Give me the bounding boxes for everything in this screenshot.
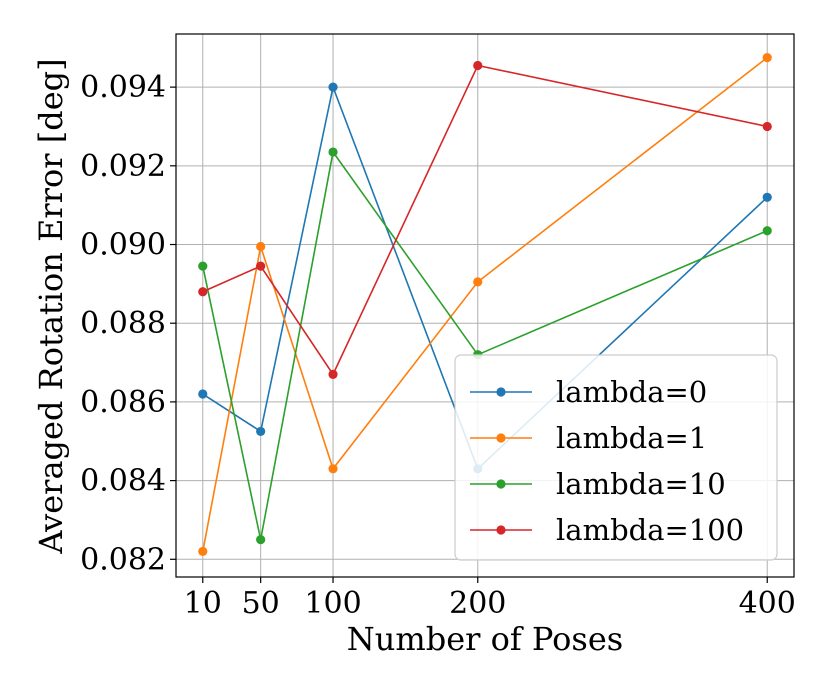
y-axis-ticks: 0.082 0.084 0.086 0.088 0.090 0.092 0.094 (80, 70, 176, 577)
y-axis-label: Averaged Rotation Error [deg] (32, 58, 70, 554)
legend-entry: lambda=10 (470, 467, 726, 501)
legend-entry: lambda=100 (470, 513, 744, 547)
data-point (328, 464, 338, 474)
x-tick-label: 50 (242, 586, 280, 621)
x-tick-label: 400 (739, 586, 796, 621)
y-tick-label: 0.084 (80, 464, 166, 499)
data-point (762, 226, 772, 236)
legend-label: lambda=0 (556, 375, 707, 409)
legend-entry: lambda=1 (470, 421, 707, 455)
data-point (762, 121, 772, 132)
data-point (256, 261, 266, 271)
legend-marker (496, 525, 506, 535)
data-point (256, 426, 266, 437)
series-lambda-1 (198, 53, 772, 557)
data-point (328, 82, 338, 92)
legend-marker (496, 387, 506, 397)
legend-entry: lambda=0 (470, 375, 707, 409)
legend-box (454, 354, 778, 561)
data-point (198, 261, 208, 271)
data-point (256, 241, 266, 252)
series-lambda-100 (198, 60, 772, 379)
y-tick-label: 0.082 (80, 542, 166, 577)
x-tick-label: 100 (304, 586, 361, 621)
x-tick-label: 200 (449, 586, 506, 621)
data-point (762, 192, 772, 202)
data-point (328, 369, 338, 379)
data-point (198, 287, 208, 297)
legend-entries: lambda=0 lambda=1 lambda=10 lambda=100 (470, 375, 744, 547)
data-point (762, 53, 772, 63)
legend-label: lambda=100 (556, 513, 744, 547)
x-axis-ticks: 10 50 100 200 400 (184, 577, 796, 621)
data-point (256, 535, 266, 545)
data-point (473, 277, 483, 287)
legend-marker (496, 479, 506, 489)
plot-frame (175, 33, 795, 578)
data-point (198, 546, 208, 557)
data-point (198, 389, 208, 399)
data-point (473, 60, 483, 71)
legend-label: lambda=1 (556, 421, 707, 455)
legend: lambda=0 lambda=1 lambda=10 lambda=100 (454, 354, 778, 561)
y-tick-label: 0.094 (80, 70, 166, 105)
y-tick-label: 0.092 (80, 149, 166, 184)
data-point (328, 147, 338, 157)
y-tick-label: 0.088 (80, 306, 166, 341)
y-tick-label: 0.086 (80, 385, 166, 420)
x-axis-label: Number of Poses (347, 620, 623, 658)
legend-marker (496, 433, 506, 443)
x-tick-label: 10 (184, 586, 222, 621)
legend-label: lambda=10 (556, 467, 726, 501)
y-tick-label: 0.090 (80, 228, 166, 263)
